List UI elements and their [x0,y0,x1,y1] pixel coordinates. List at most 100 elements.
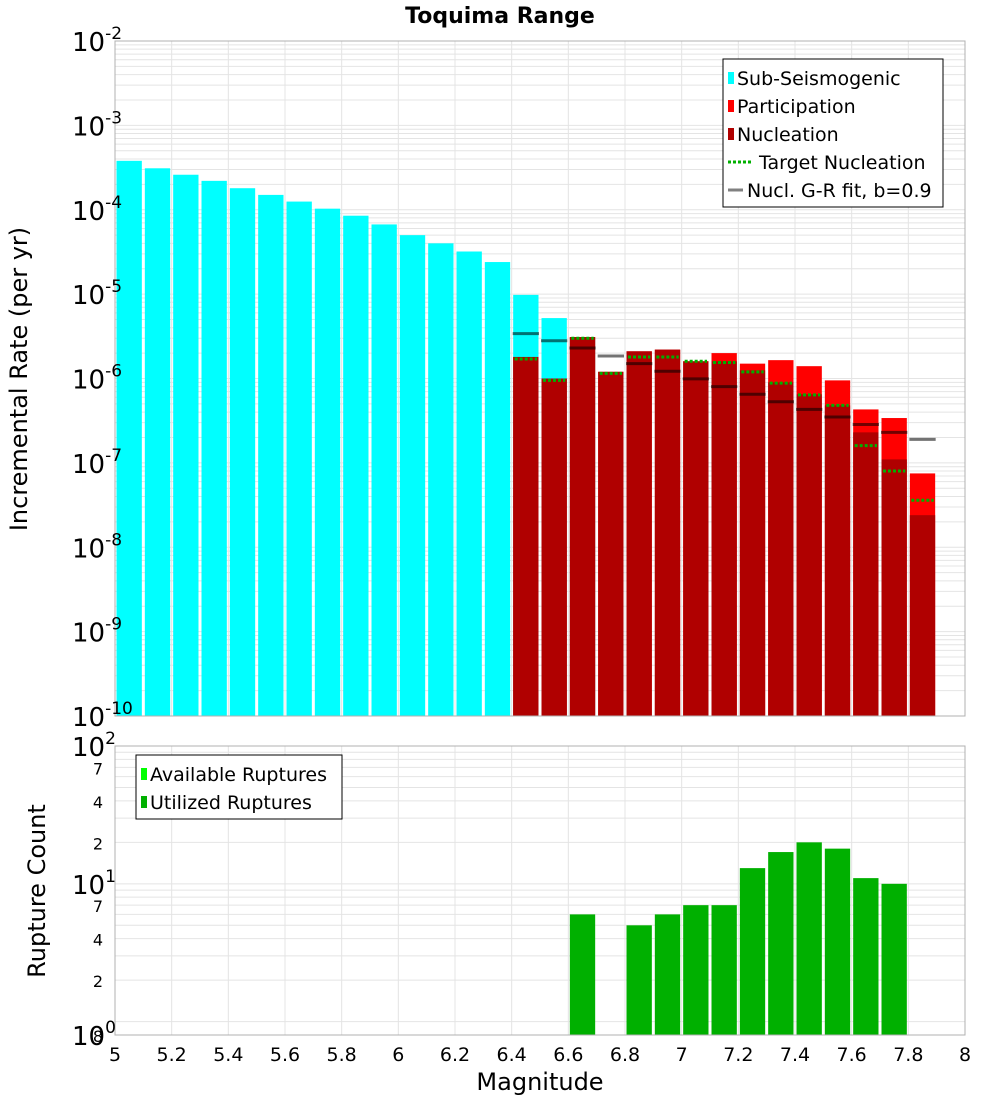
utilized-ruptures-bar [824,848,851,1035]
x-tick-label: 5.8 [327,1044,357,1066]
x-tick-label: 6.4 [497,1044,527,1066]
bottom-y-tick-minor-label: 4 [93,931,103,950]
sub-seismogenic-bar [258,194,284,716]
x-tick-label: 7 [676,1044,688,1066]
sub-seismogenic-bar [484,262,511,716]
legend-swatch [728,72,734,84]
bottom-y-tick-minor-label: 8 [93,1027,103,1046]
top-y-tick-label: 10-7 [72,446,122,480]
legend-swatch [141,768,147,780]
legend-label: Utilized Ruptures [150,792,312,814]
x-tick-label: 5.4 [213,1044,243,1066]
nucleation-bar [853,432,879,716]
sub-seismogenic-bar [456,251,482,716]
legend-label: Nucl. G-R fit, b=0.9 [747,180,932,202]
utilized-ruptures-bar [768,852,794,1035]
nucleation-bar [626,351,652,716]
bottom-y-tick-label: 101 [72,867,116,901]
bottom-plot-bars [569,842,907,1035]
bottom-y-tick-minor-label: 2 [93,834,103,853]
bottom-plot-frame [114,745,966,1036]
bottom-y-tick-label: 100 [72,1018,116,1052]
chart-title: Toquima Range [405,4,595,29]
sub-seismogenic-bar [116,160,142,717]
nucleation-bar [881,459,907,716]
x-axis-label: Magnitude [476,1068,603,1096]
top-plot-gridlines [114,41,966,717]
nucleation-bar [824,405,851,716]
top-plot-bars [116,160,936,717]
utilized-ruptures-bar [739,868,766,1035]
x-tick-label: 5.6 [270,1044,300,1066]
utilized-ruptures-bar [711,905,737,1035]
utilized-ruptures-bar [626,925,652,1035]
x-tick-label: 6.6 [553,1044,583,1066]
x-tick-labels: 5 5.2 5.4 5.6 5.8 6 6.2 6.4 6.6 6.8 7 7.2 7.4 7.6 7.8 8 [109,1044,971,1066]
sub-seismogenic-bar [229,188,256,717]
x-tick-label: 8 [959,1044,971,1066]
legend-box [722,58,944,208]
top-y-tick-label: 10-5 [72,277,122,311]
legend-swatch [728,128,734,140]
top-y-tick-labels: 10-10 10-9 10-8 10-7 10-6 10-5 10-4 10-3 10-2 [72,24,133,733]
x-tick-label: 7.2 [723,1044,753,1066]
legend-label: Nucleation [737,124,839,146]
top-plot-frame [114,40,966,717]
x-tick-label: 6 [392,1044,404,1066]
sub-seismogenic-bar [428,243,454,717]
x-tick-label: 6.8 [610,1044,640,1066]
top-y-tick-label: 10-4 [72,193,122,227]
sub-seismogenic-bar [314,208,341,716]
legend-swatch [141,796,147,808]
nucleation-bar [909,515,936,716]
sub-seismogenic-bar [201,180,227,716]
nucleation-bar [598,371,624,716]
utilized-ruptures-bar [654,914,681,1035]
nucleation-bar [683,361,709,716]
utilized-ruptures-bar [881,883,907,1035]
top-y-tick-label: 10-6 [72,362,122,396]
bottom-y-tick-minor-label: 2 [93,972,103,991]
bottom-legend: Available Ruptures Utilized Ruptures [135,754,343,820]
legend-label: Target Nucleation [758,152,926,174]
sub-seismogenic-bar [286,201,312,716]
nucleation-bar [654,349,681,716]
sub-seismogenic-bar [173,174,199,716]
x-tick-label: 5 [109,1044,121,1066]
x-tick-label: 6.2 [440,1044,470,1066]
top-plot-line-markers [512,332,936,502]
top-y-tick-label: 10-9 [72,615,122,649]
nucleation-bar [513,356,539,716]
nucleation-bar [796,394,822,716]
nucleation-bar [541,378,567,716]
top-y-tick-label: 10-10 [72,699,133,733]
nucleation-bar [768,382,794,716]
sub-seismogenic-bar [343,215,369,717]
legend-label: Sub-Seismogenic [737,68,901,90]
utilized-ruptures-bar [683,905,709,1035]
sub-seismogenic-bar [399,235,426,716]
utilized-ruptures-bar [853,878,879,1035]
legend-label: Participation [737,96,856,118]
top-legend: Sub-Seismogenic Participation Nucleation Ta… [722,58,944,208]
x-tick-label: 7.4 [780,1044,810,1066]
x-tick-label: 7.6 [837,1044,867,1066]
nucleation-bar [569,337,596,716]
x-tick-label: 7.8 [893,1044,923,1066]
nucleation-bar [711,361,737,716]
nucleation-bar [739,370,766,716]
bottom-y-axis-label: Rupture Count [23,804,51,978]
utilized-ruptures-bar [569,914,596,1035]
utilized-ruptures-bar [796,842,822,1035]
bottom-y-tick-minor-label: 7 [93,897,103,916]
bottom-y-tick-label: 102 [72,729,116,763]
legend-label: Available Ruptures [150,764,327,786]
top-y-tick-label: 10-3 [72,108,122,142]
sub-seismogenic-bar [144,168,171,716]
bottom-y-tick-minor-label: 7 [93,759,103,778]
top-y-tick-label: 10-8 [72,530,122,564]
sub-seismogenic-bar [371,224,397,717]
top-y-tick-label: 10-2 [72,24,122,58]
